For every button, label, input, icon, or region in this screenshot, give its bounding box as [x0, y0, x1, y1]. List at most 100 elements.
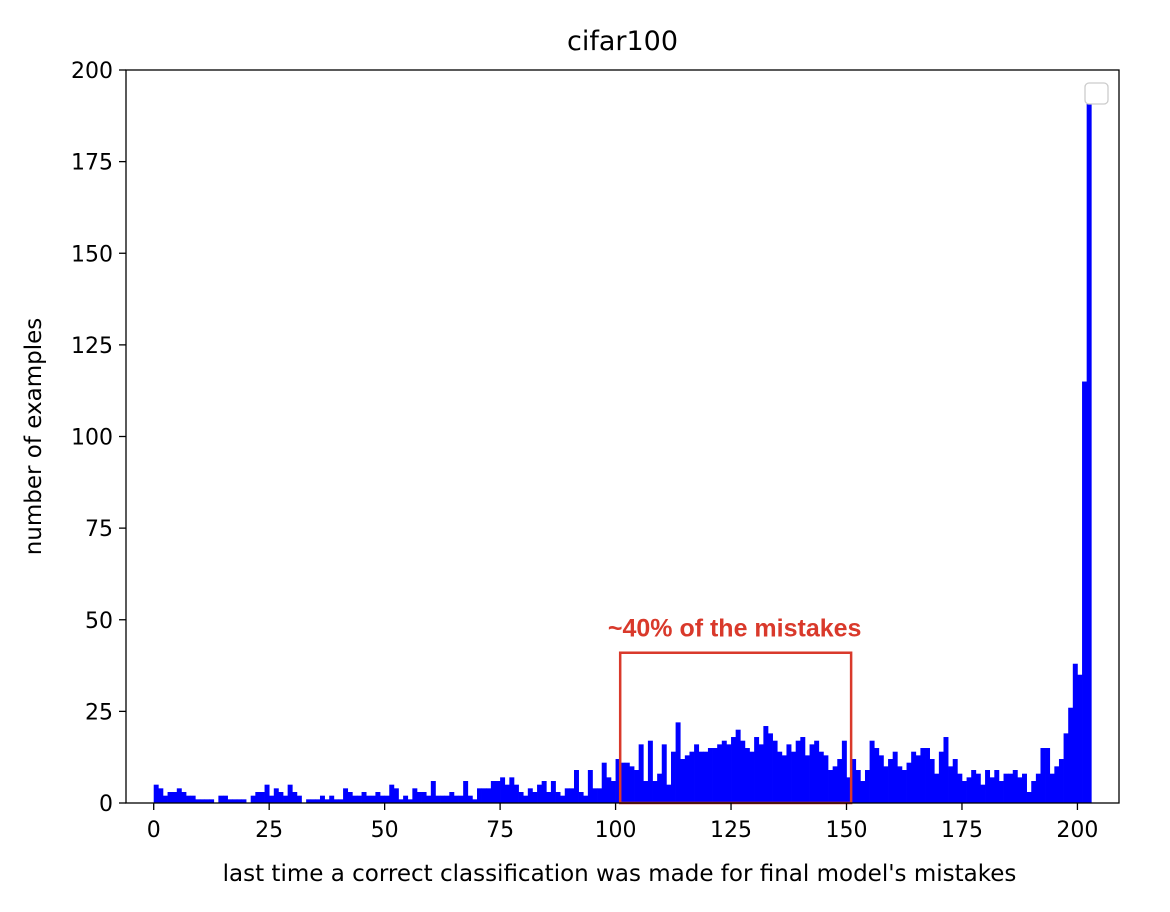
histogram-bar — [712, 748, 718, 803]
histogram-bar — [204, 799, 210, 803]
histogram-bar — [366, 795, 372, 803]
histogram-bar — [1031, 781, 1037, 803]
histogram-bar — [518, 792, 524, 803]
histogram-bar — [560, 795, 566, 803]
histogram-bar — [416, 792, 422, 803]
histogram-bar — [403, 795, 409, 803]
histogram-bar — [1077, 674, 1083, 803]
histogram-bar — [352, 795, 358, 803]
histogram-bar — [971, 770, 977, 803]
histogram-bar — [532, 792, 538, 803]
histogram-bar — [232, 799, 238, 803]
histogram-bar — [195, 799, 201, 803]
histogram-bar — [1049, 773, 1055, 803]
y-tick-label: 150 — [71, 242, 113, 267]
histogram-bar — [430, 781, 436, 803]
histogram-bar — [781, 755, 787, 803]
histogram-bar — [952, 759, 958, 803]
histogram-bar — [749, 751, 755, 803]
histogram-bar — [1058, 759, 1064, 803]
histogram-bar — [615, 759, 621, 803]
histogram-bar — [167, 792, 173, 803]
histogram-bar — [407, 799, 413, 803]
histogram-bar — [583, 795, 589, 803]
histogram-bar — [527, 788, 533, 803]
histogram-bar — [412, 788, 418, 803]
histogram-bar — [994, 770, 1000, 803]
histogram-bar — [546, 792, 552, 803]
histogram-bar — [675, 722, 681, 803]
x-tick-label: 125 — [710, 818, 752, 843]
histogram-bar — [463, 781, 469, 803]
histogram-bar — [343, 788, 349, 803]
histogram-bar — [338, 799, 344, 803]
histogram-bar — [878, 755, 884, 803]
histogram-bar — [703, 751, 709, 803]
histogram-bar — [209, 799, 215, 803]
histogram-bar — [444, 795, 450, 803]
x-tick-label: 50 — [371, 818, 399, 843]
histogram-bar — [509, 777, 515, 803]
histogram-bar — [837, 759, 843, 803]
histogram-bar — [380, 795, 385, 803]
histogram-bar — [841, 740, 847, 803]
histogram-bar — [671, 751, 676, 803]
histogram-bar — [832, 766, 838, 803]
histogram-bar — [435, 795, 441, 803]
x-tick-label: 150 — [826, 818, 868, 843]
histogram-bar — [652, 781, 658, 803]
histogram-bar — [985, 770, 991, 803]
histogram-bar — [1003, 773, 1009, 803]
histogram-bar — [199, 799, 205, 803]
histogram-bar — [1008, 773, 1014, 803]
histogram-bar — [791, 751, 797, 803]
x-tick-label: 75 — [486, 818, 514, 843]
histogram-bar — [222, 795, 228, 803]
histogram-bar — [1035, 773, 1041, 803]
histogram-bar — [218, 795, 224, 803]
histogram-bar — [250, 795, 256, 803]
histogram-bar — [269, 795, 275, 803]
histogram-bar — [767, 733, 773, 803]
histogram-bar — [259, 792, 265, 803]
histogram-bar — [795, 740, 801, 803]
y-tick-label: 175 — [71, 151, 113, 176]
histogram-bar — [472, 799, 478, 803]
histogram-bar — [162, 795, 168, 803]
histogram-bar — [610, 781, 616, 803]
histogram-bar — [190, 795, 196, 803]
histogram-bar — [523, 795, 529, 803]
histogram-bar — [961, 781, 967, 803]
histogram-bar — [329, 795, 335, 803]
histogram-bar — [587, 770, 593, 803]
histogram-bar — [421, 792, 427, 803]
histogram-bar — [680, 759, 686, 803]
chart-title: cifar100 — [567, 26, 678, 57]
histogram-bar — [772, 740, 778, 803]
histogram-bar — [943, 737, 949, 803]
histogram-bar — [809, 744, 815, 803]
histogram-bar — [888, 759, 894, 803]
histogram-bar — [828, 770, 833, 803]
y-axis-ticks: 0 25 50 75 100 125 150 175 200 — [71, 59, 126, 817]
histogram-bar — [938, 751, 944, 803]
y-tick-label: 100 — [71, 426, 113, 451]
histogram-bar — [537, 784, 543, 803]
histogram-bar — [153, 784, 159, 803]
histogram-bar — [601, 762, 607, 803]
y-axis-title: number of examples — [21, 318, 47, 556]
histogram-bars — [153, 102, 1092, 804]
x-axis-ticks: 0 25 50 75 100 125 150 175 200 — [147, 803, 1098, 843]
histogram-bar — [925, 748, 930, 803]
histogram-bar — [458, 795, 464, 803]
y-tick-label: 200 — [71, 59, 113, 84]
histogram-bar — [763, 726, 769, 803]
histogram-bar — [629, 766, 635, 803]
histogram-bar — [306, 799, 312, 803]
histogram-bar — [624, 762, 630, 803]
histogram-bar — [389, 784, 395, 803]
histogram-bar — [874, 748, 880, 803]
plot-frame — [125, 69, 1120, 804]
y-tick-label: 0 — [99, 792, 113, 817]
